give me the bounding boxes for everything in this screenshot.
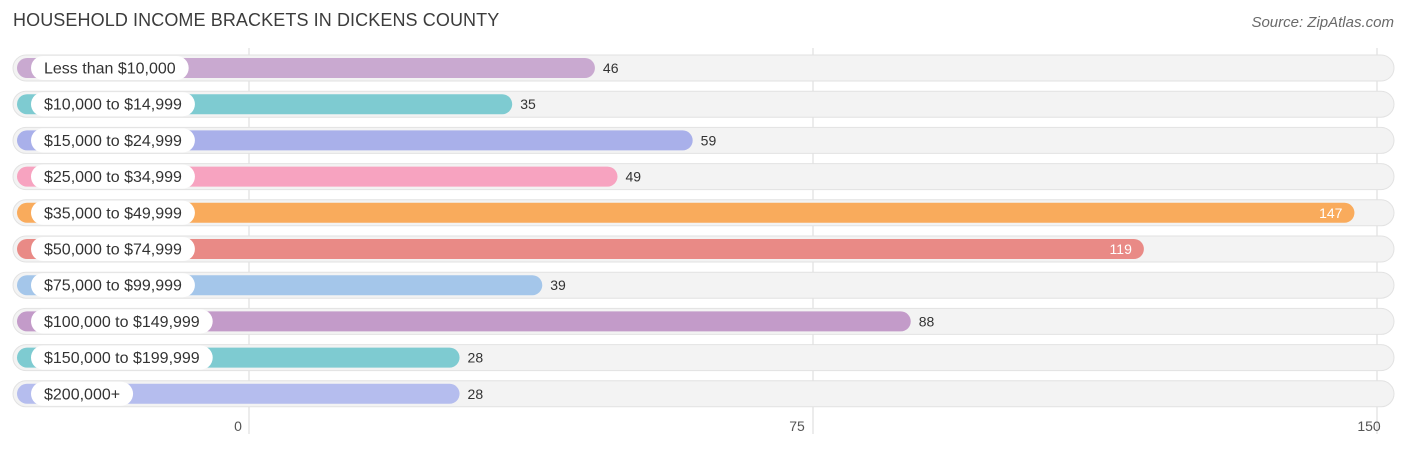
- bar-row: $10,000 to $14,999 35: [12, 90, 1395, 118]
- value-label: 35: [520, 96, 536, 112]
- bar-row: $25,000 to $34,999 49: [12, 163, 1395, 191]
- category-label: $75,000 to $99,999: [44, 278, 182, 295]
- x-tick-label: 0: [234, 418, 242, 434]
- category-pill: [31, 345, 213, 370]
- value-label: 147: [1319, 205, 1343, 221]
- category-pill: [31, 128, 195, 153]
- bar: [17, 239, 1144, 259]
- category-label: $150,000 to $199,999: [44, 350, 200, 367]
- value-label: 39: [550, 277, 566, 293]
- bar: [17, 311, 911, 332]
- category-pill: [31, 273, 195, 298]
- category-label: $200,000+: [44, 386, 120, 403]
- value-label: 88: [919, 313, 935, 329]
- category-pill: [31, 200, 195, 225]
- category-label: Less than $10,000: [44, 61, 176, 78]
- category-label: $100,000 to $149,999: [44, 314, 200, 331]
- category-pill: [31, 56, 189, 80]
- category-pill: [31, 92, 195, 117]
- category-label: $15,000 to $24,999: [44, 133, 182, 150]
- bar: [17, 202, 1355, 223]
- x-axis-ticks: 0 75 150: [234, 418, 1381, 434]
- category-label: $50,000 to $74,999: [44, 242, 182, 259]
- category-label: $35,000 to $49,999: [44, 205, 182, 222]
- value-label: 28: [468, 350, 484, 366]
- bar-row: $50,000 to $74,999 119: [12, 235, 1395, 263]
- bar-row: $100,000 to $149,999 88: [12, 307, 1395, 335]
- category-pill: [31, 381, 134, 406]
- category-pill: [31, 309, 213, 334]
- value-label: 119: [1110, 241, 1133, 257]
- value-label: 59: [701, 132, 717, 148]
- bar-row: $15,000 to $24,999 59: [12, 126, 1395, 154]
- category-pill: [31, 237, 195, 261]
- bar-rows: Less than $10,000 46$10,000 to $14,999 35$…: [12, 54, 1395, 408]
- bar-row: $150,000 to $199,999 28: [12, 344, 1395, 372]
- category-pill: [31, 164, 195, 189]
- category-label: $10,000 to $14,999: [44, 97, 182, 114]
- bar-row: $75,000 to $99,999 39: [12, 271, 1395, 299]
- value-label: 46: [603, 60, 619, 76]
- value-label: 49: [625, 169, 641, 185]
- x-tick-label: 150: [1357, 418, 1381, 434]
- bar-row: $200,000+ 28: [12, 380, 1395, 408]
- chart-source: Source: ZipAtlas.com: [1251, 14, 1394, 31]
- bar-row: $35,000 to $49,999 147: [12, 199, 1395, 227]
- category-label: $25,000 to $34,999: [44, 169, 182, 186]
- bar-row: Less than $10,000 46: [12, 54, 1395, 82]
- value-label: 28: [468, 386, 484, 402]
- chart-title: HOUSEHOLD INCOME BRACKETS IN DICKENS COU…: [13, 10, 500, 30]
- x-tick-label: 75: [789, 418, 805, 434]
